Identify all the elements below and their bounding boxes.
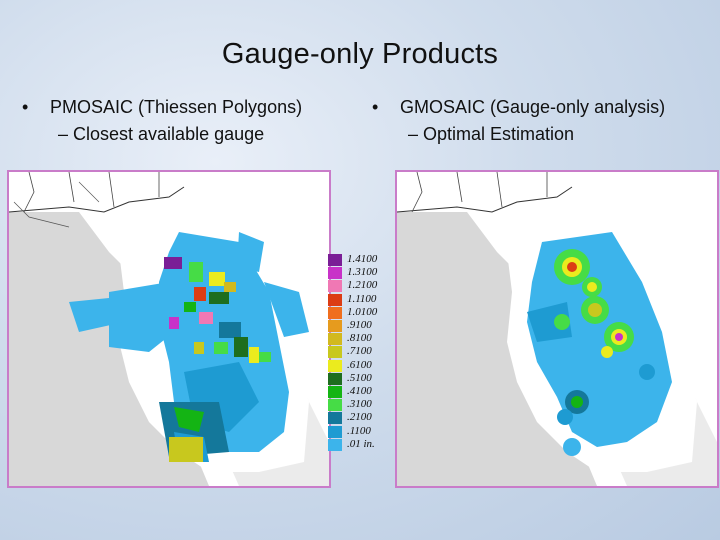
legend-entry: .5100 xyxy=(328,371,408,386)
legend-entry: .01 in. xyxy=(328,437,408,452)
legend-label: 1.4100 xyxy=(347,253,378,265)
right-sub-bullet: – Optimal Estimation xyxy=(408,124,575,144)
legend-label: 1.3100 xyxy=(347,266,378,279)
legend-swatch xyxy=(328,386,342,398)
legend-entry: .3100 xyxy=(328,398,408,412)
legend-entry: .6100 xyxy=(328,358,408,373)
legend-swatch xyxy=(328,438,342,451)
legend-label: .9100 xyxy=(347,319,372,331)
bullet-dot: • xyxy=(372,97,379,117)
legend-entry: 1.3100 xyxy=(328,266,408,280)
right-bullet: • GMOSAIC (Gauge-only analysis) xyxy=(372,96,665,118)
legend-swatch xyxy=(328,372,342,385)
legend-label: 1.0100 xyxy=(347,305,378,318)
legend-entry: 1.1100 xyxy=(328,292,408,307)
legend-label: .4100 xyxy=(347,385,372,397)
legend-entry: 1.0100 xyxy=(328,305,408,320)
legend-swatch xyxy=(328,267,342,280)
legend-label: .6100 xyxy=(347,358,372,371)
legend-entry: .8100 xyxy=(328,332,408,346)
legend-swatch xyxy=(328,359,342,372)
legend-label: .3100 xyxy=(347,398,372,411)
legend-swatch xyxy=(328,306,342,319)
legend-entry: 1.4100 xyxy=(328,253,408,267)
legend-entry: .2100 xyxy=(328,411,408,425)
pmosaic-map-graphic xyxy=(9,172,329,486)
gmosaic-map xyxy=(395,170,719,488)
left-bullet: • PMOSAIC (Thiessen Polygons) xyxy=(22,96,302,118)
legend-swatch xyxy=(328,293,342,306)
legend-swatch xyxy=(328,425,342,438)
legend-label: .01 in. xyxy=(347,437,375,450)
bullet-dot: • xyxy=(22,97,29,117)
legend-swatch xyxy=(328,254,342,266)
left-bullet-text: PMOSAIC (Thiessen Polygons) xyxy=(50,97,303,117)
left-sub-bullet: – Closest available gauge xyxy=(58,124,265,144)
right-bullet-text: GMOSAIC (Gauge-only analysis) xyxy=(400,97,666,117)
legend-label: 1.1100 xyxy=(347,292,377,305)
legend-entry: .1100 xyxy=(328,424,408,439)
legend-label: .2100 xyxy=(347,411,372,424)
legend-swatch xyxy=(328,320,342,332)
slide-title: Gauge-only Products xyxy=(221,38,499,70)
legend-entry: .9100 xyxy=(328,319,408,333)
legend-swatch xyxy=(328,280,342,293)
legend-swatch xyxy=(328,399,342,412)
legend-entry: 1.2100 xyxy=(328,279,408,293)
legend-swatch xyxy=(328,346,342,359)
gmosaic-map-graphic xyxy=(397,172,717,486)
legend-label: .5100 xyxy=(347,371,372,384)
legend-label: .1100 xyxy=(347,424,371,437)
pmosaic-map: 1.4100 1.3100 1.2100 1.1100 1.0100.9100.8100… xyxy=(7,170,377,488)
legend-entry: .4100 xyxy=(328,385,408,399)
legend-label: .7100 xyxy=(347,345,372,358)
legend-swatch xyxy=(328,412,342,425)
legend-entry: .7100 xyxy=(328,345,408,359)
legend-label: .8100 xyxy=(347,332,372,345)
legend-swatch xyxy=(328,333,342,346)
legend-label: 1.2100 xyxy=(347,279,378,292)
